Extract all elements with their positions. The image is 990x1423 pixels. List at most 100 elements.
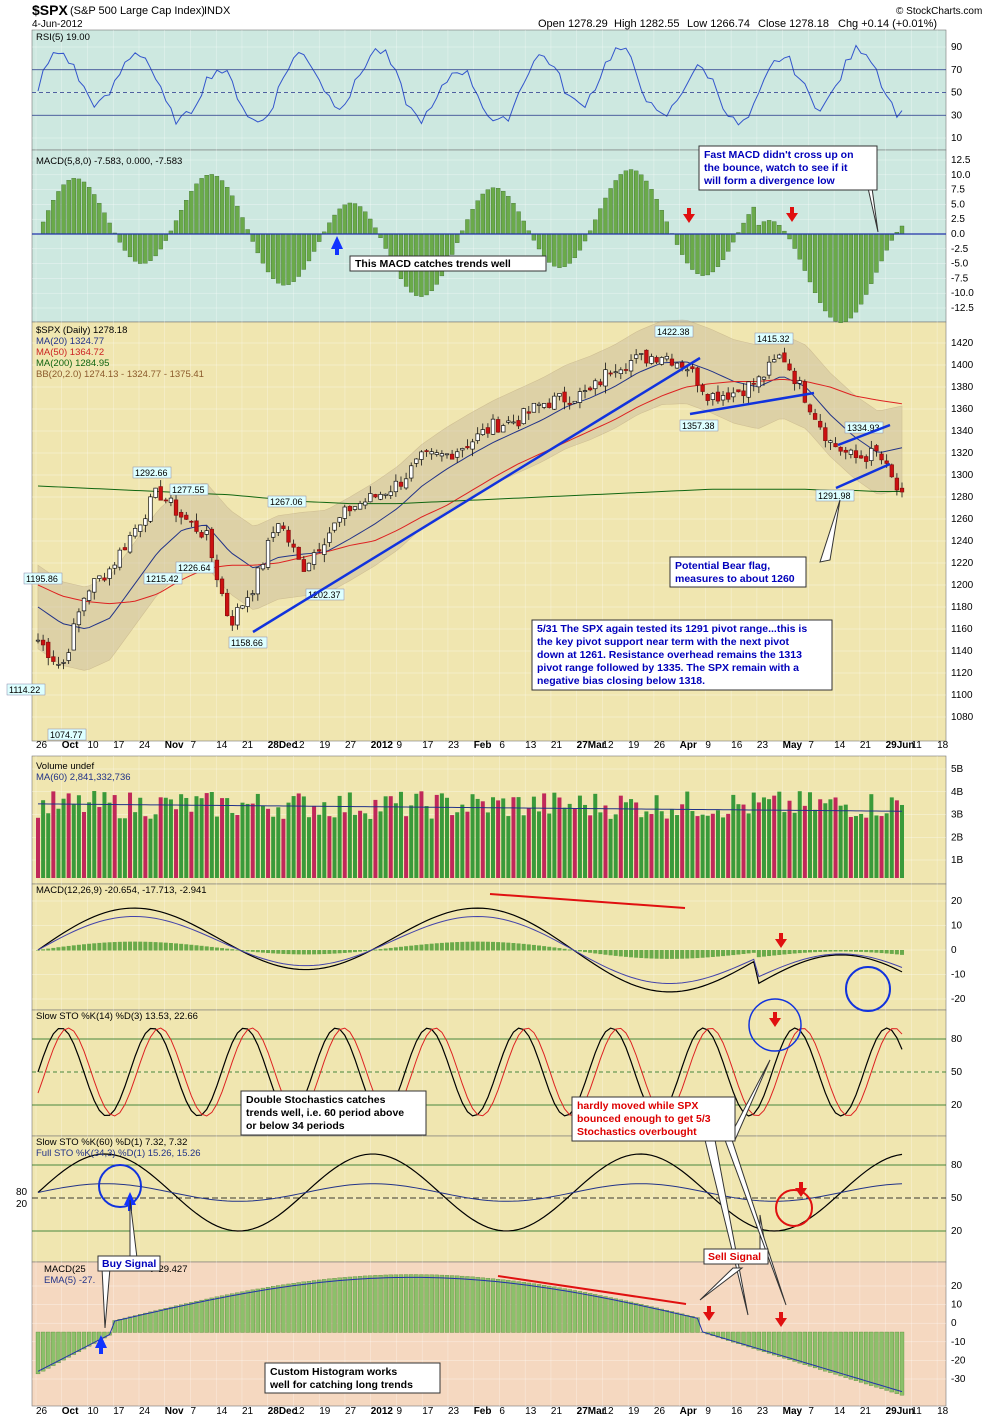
macd-hist-bar (301, 950, 306, 955)
macd-hist-bar (327, 950, 332, 954)
macd-hist-bar (818, 950, 823, 952)
volume-bar-up (874, 815, 879, 878)
macd-hist-bar (465, 941, 470, 951)
macd-hist-bar (588, 950, 593, 953)
macd-fast-bar (189, 191, 194, 235)
custom-hist-bar (562, 1288, 567, 1333)
custom-hist-bar (378, 1274, 383, 1333)
macd-hist-bar (71, 945, 76, 951)
buy-signal-note: Buy Signal (97, 1255, 161, 1272)
custom-hist-bar (61, 1331, 66, 1361)
candle-down (736, 389, 741, 393)
y-tick-label: 50 (951, 1193, 963, 1204)
label-box (754, 332, 794, 345)
volume-bar-up (547, 813, 552, 878)
macd-hist-bar (199, 945, 204, 951)
x-tick-label: 21 (860, 740, 872, 751)
macd-hist-bar (603, 950, 608, 955)
ema-line (37, 1276, 903, 1393)
macd-fast-bar (644, 180, 649, 235)
macd-fast-bar (685, 233, 690, 264)
x-tick-label: 24 (139, 1406, 151, 1417)
flag-line-lower (689, 391, 815, 416)
macd-fast-bar (194, 183, 199, 235)
macd-hist-bar (220, 948, 225, 951)
candle-down (567, 402, 572, 405)
macd-fast-bar (97, 202, 102, 235)
x-tick-label: 26 (654, 1406, 666, 1417)
down-arrow-icon (786, 207, 798, 222)
x-tick-label: 19 (628, 1406, 640, 1417)
volume-bar-up (56, 808, 61, 878)
candle-down (792, 370, 797, 385)
candle-down (209, 528, 214, 559)
custom-hist-bar (388, 1274, 393, 1333)
macd-hist-bar (567, 949, 572, 951)
macd-line (37, 907, 903, 993)
macd-hist-bar (695, 950, 700, 959)
macd-fast-bar (245, 229, 250, 235)
x-tick-label: Oct (62, 740, 79, 751)
candle-up (506, 420, 511, 423)
macd-hist-bar (168, 943, 173, 951)
custom-hist-bar (843, 1331, 848, 1378)
custom-hist-bar (680, 1313, 685, 1333)
macd-fast-bar (127, 233, 133, 258)
note-line: or below 34 periods (246, 1120, 345, 1132)
label-box (267, 495, 307, 508)
x-tick-label: 10 (87, 1406, 99, 1417)
macd-hist-bar (97, 942, 102, 951)
volume-bar-down (434, 794, 439, 878)
volume-bar-up (889, 797, 894, 878)
candle-down (884, 460, 889, 464)
x-tick-label: 17 (422, 1406, 434, 1417)
candle-up (393, 480, 399, 493)
custom-hist-bar (710, 1331, 715, 1336)
volume-bar-up (777, 791, 782, 878)
macd-hist-bar (383, 948, 388, 951)
volume-bar-down (189, 811, 194, 878)
macd-hist-bar (531, 944, 536, 951)
volume-bar-up (209, 792, 214, 878)
candle-down (281, 525, 286, 529)
custom-hist-bar (828, 1331, 833, 1373)
custom-hist-bar (869, 1331, 874, 1386)
custom-hist-bar (81, 1331, 87, 1350)
candle-up (352, 506, 358, 510)
macd-fast-bar (858, 233, 864, 305)
x-tick-label: Nov (165, 1406, 184, 1417)
volume-bar-up (117, 818, 122, 878)
macd-hist-bar (613, 950, 618, 956)
macd-fast-bar (214, 176, 220, 235)
custom-hist-bar (209, 1297, 214, 1333)
macd-hist-bar (874, 950, 879, 953)
custom-hist-bar (434, 1274, 439, 1333)
candle-down (184, 514, 189, 520)
x-tick-label: 26 (36, 740, 48, 751)
volume-bar-up (521, 815, 526, 878)
volume-bar-up (623, 802, 628, 878)
macd-fast-bar (485, 189, 491, 235)
macd-hist-bar (736, 950, 741, 955)
volume-bar-up (884, 813, 889, 878)
custom-hist-bar (541, 1285, 547, 1333)
candle-up (332, 522, 337, 531)
y-tick-label: 80 (951, 1034, 963, 1045)
custom-hist-bar (639, 1304, 644, 1333)
macd-fast-bar (317, 233, 322, 242)
volume-bar-up (122, 818, 127, 878)
custom-hist-bar (741, 1331, 746, 1346)
custom-hist-bar (884, 1331, 889, 1391)
macd-hist-bar (235, 949, 240, 951)
candle-down (495, 419, 501, 433)
macd-fast-bar (76, 178, 82, 235)
candle-up (593, 380, 598, 390)
macd-hist-bar (225, 948, 230, 951)
custom-hist-bar (102, 1331, 107, 1339)
macd-hist-bar (506, 942, 511, 951)
symbol: $SPX (32, 2, 68, 18)
macd-fast-bar (582, 233, 588, 242)
candle-up (511, 421, 516, 424)
custom-hist-bar (654, 1307, 659, 1333)
volume-bar-up (731, 794, 736, 878)
